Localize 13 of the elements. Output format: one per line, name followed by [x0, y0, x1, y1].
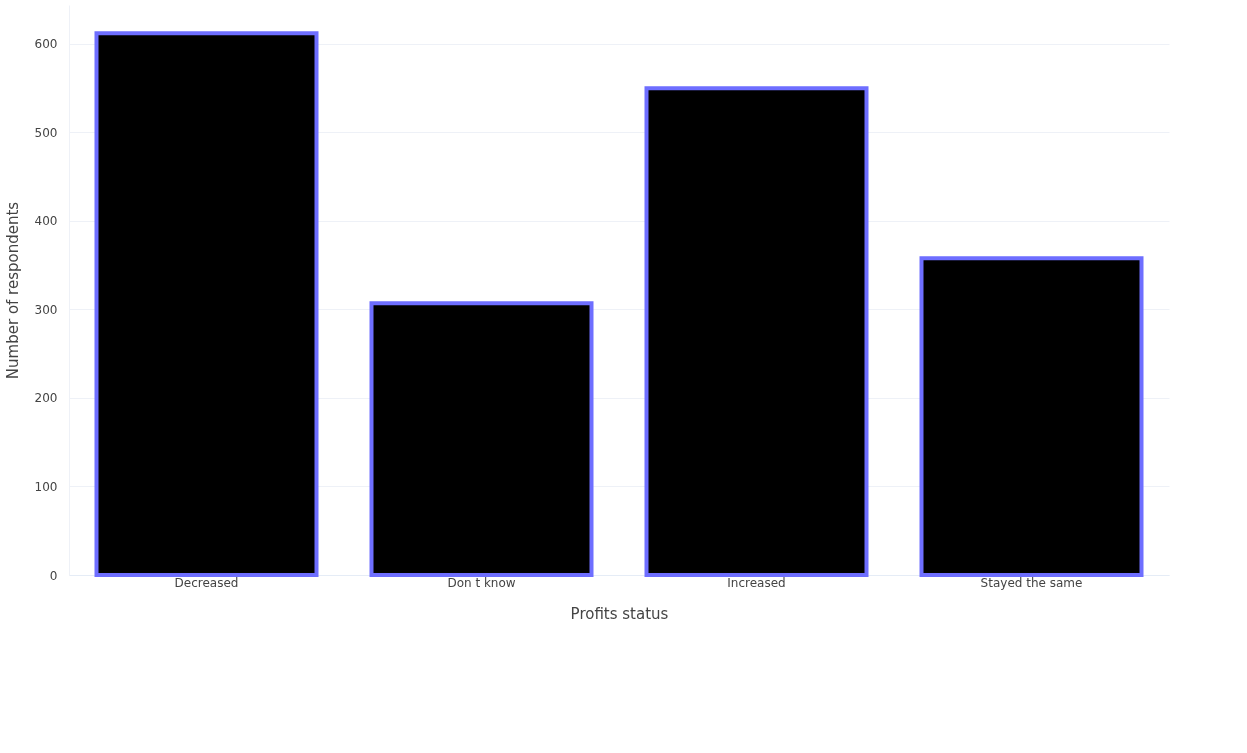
y-tick-label: 500	[34, 125, 58, 140]
x-tick-label: Increased	[727, 575, 786, 590]
y-tick-label: 400	[34, 214, 58, 229]
y-tick-label: 0	[49, 568, 58, 583]
x-tick-label: Don t know	[447, 575, 516, 590]
y-axis-title: Number of respondents	[3, 201, 22, 380]
x-axis-title: Profits status	[570, 604, 669, 623]
y-tick-label: 300	[34, 302, 58, 317]
x-tick-label: Stayed the same	[980, 575, 1083, 590]
x-tick-label: Decreased	[174, 575, 239, 590]
y-tick-label: 100	[34, 479, 58, 494]
y-tick-label: 200	[34, 391, 58, 406]
y-tick-label: 600	[34, 37, 58, 52]
